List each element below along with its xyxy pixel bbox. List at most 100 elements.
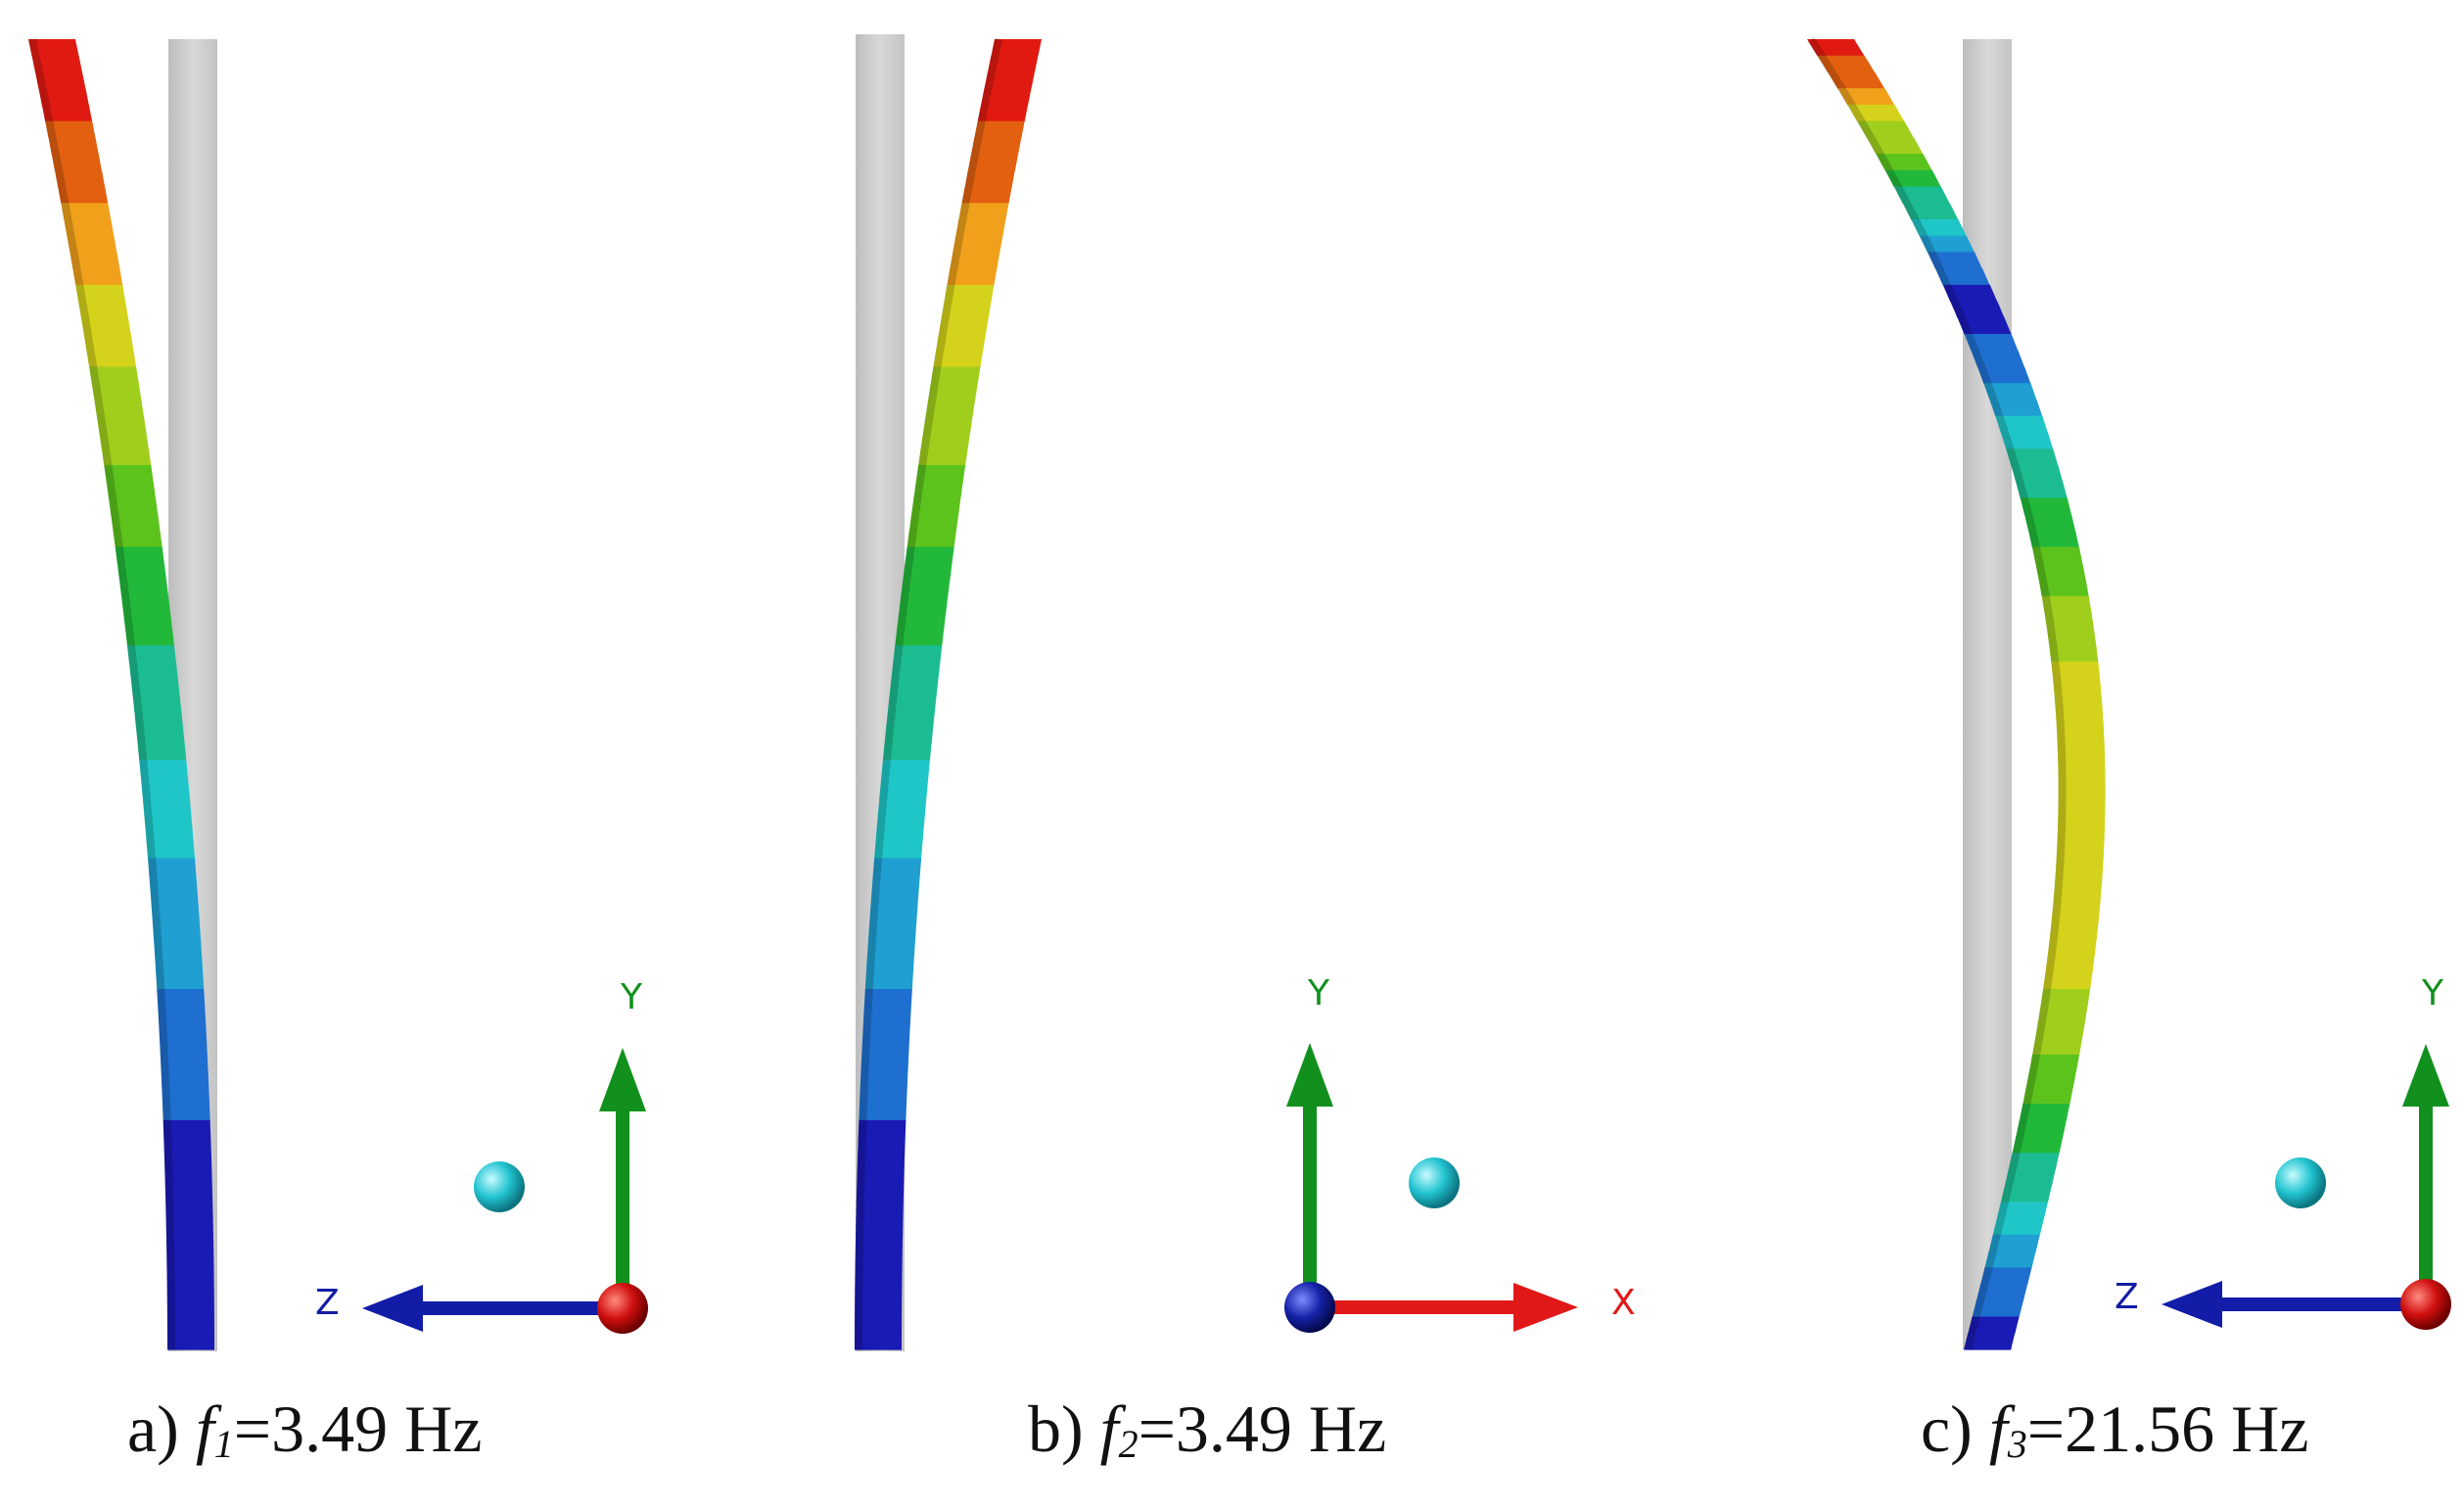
beam-segment: [2000, 1185, 2052, 1203]
beam-segment: [166, 1284, 214, 1301]
beam-segment: [163, 1119, 211, 1138]
beam-segment: [2049, 923, 2099, 941]
beam-segment: [1972, 1299, 2023, 1318]
coordinate-triad: X Y: [1284, 973, 1636, 1333]
beam-segment: [64, 218, 115, 237]
beam-segment: [146, 841, 196, 859]
beam-segment: [166, 1333, 214, 1350]
z-axis-origin-ball: [1284, 1282, 1335, 1333]
beam-segment: [2031, 546, 2083, 564]
beam-segment: [875, 825, 924, 843]
beam-segment: [964, 169, 1015, 188]
beam-segment: [1911, 218, 1967, 237]
beam-segment: [923, 415, 973, 433]
beam-segment: [116, 563, 166, 581]
x-axis-origin-ball: [597, 1283, 648, 1334]
beam-segment: [109, 497, 159, 515]
beam-segment: [893, 644, 943, 663]
beam-segment: [162, 1087, 210, 1105]
beam-segment: [938, 317, 989, 335]
beam-segment: [2058, 776, 2106, 793]
beam-segment: [166, 1267, 214, 1285]
beam-segment: [159, 1038, 208, 1056]
beam-segment: [38, 88, 89, 106]
beam-segment: [955, 218, 1006, 237]
y-axis-arrowhead: [599, 1048, 646, 1111]
x-axis-label: X: [1611, 1283, 1636, 1323]
beam-segment: [2035, 563, 2086, 581]
mode-index: 3: [2007, 1422, 2027, 1466]
mode-index: 1: [213, 1422, 234, 1466]
beam-segment: [862, 1021, 910, 1039]
beam-segment: [163, 1153, 212, 1170]
beam-segment: [872, 858, 922, 875]
beam-segment: [135, 727, 185, 744]
reference-node: [2275, 1157, 2326, 1208]
beam-segment: [157, 989, 206, 1007]
z-axis-arrowhead: [362, 1285, 423, 1332]
beam-segment: [1984, 1250, 2036, 1268]
beam-segment: [859, 1104, 907, 1121]
beam-segment: [89, 366, 139, 384]
beam-segment: [78, 301, 128, 318]
caption-prefix: c): [1921, 1392, 1989, 1466]
beam-segment: [874, 841, 923, 859]
caption-prefix: a): [127, 1392, 196, 1466]
beam-segment: [96, 415, 147, 433]
beam-segment: [145, 825, 194, 843]
beam-segment: [2043, 972, 2093, 990]
beam-segment: [856, 1218, 904, 1236]
beam-segment: [2028, 1054, 2080, 1072]
beam-segment: [2049, 644, 2099, 663]
beam-segment: [991, 39, 1042, 57]
beam-segment: [856, 1202, 904, 1219]
beam-segment: [67, 235, 117, 254]
beam-segment: [936, 334, 986, 352]
beam-segment: [165, 1202, 213, 1219]
panel-b: X Y: [855, 34, 1636, 1351]
beam-segment: [121, 595, 171, 613]
deformed-beam: [28, 38, 214, 1350]
beam-segment: [2000, 432, 2054, 449]
beam-segment: [163, 1136, 211, 1154]
beam-segment: [1968, 1316, 2020, 1334]
beam-segment: [857, 1153, 906, 1170]
beam-segment: [928, 383, 978, 401]
beam-segment: [867, 923, 917, 941]
beam-segment: [2055, 858, 2104, 875]
beam-segment: [1995, 415, 2048, 433]
beam-segment: [28, 39, 79, 57]
beam-segment: [2041, 595, 2092, 613]
beam-segment: [958, 203, 1009, 220]
beam-segment: [151, 907, 201, 924]
beam-segment: [86, 350, 137, 368]
beam-segment: [869, 907, 918, 924]
beam-segment: [2020, 497, 2072, 515]
beam-segment: [977, 104, 1029, 122]
caption-prefix: b): [1028, 1392, 1100, 1466]
frequency-value: =3.49 Hz: [233, 1392, 483, 1466]
beam-segment: [106, 481, 157, 498]
beam-segment: [41, 104, 93, 122]
beam-segment: [2024, 514, 2076, 532]
beam-segment: [1976, 1284, 2028, 1301]
beam-segment: [2055, 710, 2104, 729]
beam-segment: [891, 661, 941, 679]
beam-segment: [876, 809, 926, 826]
beam-segment: [75, 284, 126, 303]
beam-segment: [901, 579, 951, 597]
beam-segment: [882, 743, 932, 761]
beam-segment: [947, 268, 998, 286]
beam-segment: [1884, 169, 1941, 188]
beam-segment: [1996, 1202, 2048, 1219]
panel-a: Z Y: [28, 38, 648, 1351]
beam-segment: [143, 809, 193, 826]
beam-segment: [149, 873, 198, 892]
beam-segment: [961, 186, 1012, 204]
beam-segment: [2051, 907, 2101, 924]
beam-segment: [855, 1250, 903, 1268]
beam-segment: [2056, 841, 2105, 859]
mode-index: 2: [1118, 1422, 1139, 1466]
beam-segment: [860, 1087, 907, 1105]
